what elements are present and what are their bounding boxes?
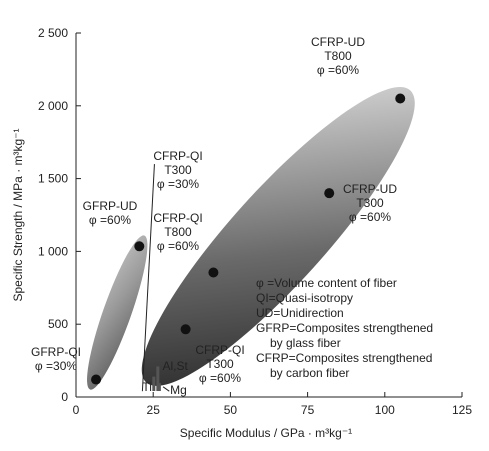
x-tick-label: 100 bbox=[375, 403, 395, 417]
y-ticks: 0 500 1 000 1 500 2 000 2 500 bbox=[38, 26, 81, 404]
y-tick-label: 500 bbox=[48, 317, 68, 331]
label-cfrp-qi-t800: CFRP-QI T800 φ =60% bbox=[153, 211, 202, 253]
label-cfrp-ud-t300: CFRP-UD T300 φ =60% bbox=[343, 182, 397, 224]
x-tick-label: 25 bbox=[147, 403, 161, 417]
cfrp-property-envelope bbox=[141, 87, 415, 386]
x-tick-label: 75 bbox=[301, 403, 315, 417]
mg-leader-line bbox=[162, 386, 170, 392]
data-point-gfrp-ud bbox=[134, 241, 145, 252]
legend-line: by carbon fiber bbox=[270, 366, 349, 380]
x-tick-label: 50 bbox=[224, 403, 238, 417]
data-point-gfrp-qi bbox=[91, 374, 102, 385]
legend-line: UD=Unidirection bbox=[256, 306, 344, 320]
metal-label-ti: Ti bbox=[142, 380, 152, 394]
legend-line: by glass fiber bbox=[270, 336, 341, 350]
legend-line: GFRP=Composites strengthened bbox=[256, 321, 433, 335]
data-point-cfrp-ud-t300 bbox=[324, 188, 335, 199]
data-point-cfrp-qi-t800 bbox=[208, 267, 219, 278]
label-gfrp-qi: GFRP-QI φ =30% bbox=[31, 345, 81, 373]
x-tick-label: 0 bbox=[73, 403, 80, 417]
point-annotations: GFRP-UD φ =60% GFRP-QI φ =30% CFRP-UD T800 φ =… bbox=[31, 35, 397, 385]
metal-marker-al-st bbox=[156, 366, 160, 391]
label-cfrp-qi-t300-30: CFRP-QI T300 φ =30% bbox=[153, 149, 202, 191]
x-tick-label: 125 bbox=[452, 403, 472, 417]
cfrp-qi-t300-30-boundary-line bbox=[141, 164, 155, 392]
metal-label-al-st: Al,St bbox=[162, 359, 188, 373]
legend-line: CFRP=Composites strengthened bbox=[256, 351, 432, 365]
metal-marker-mg bbox=[157, 383, 161, 391]
metal-markers: Ti Al,St Mg bbox=[142, 359, 188, 397]
y-tick-label: 2 000 bbox=[38, 99, 68, 113]
data-point-cfrp-ud-t800 bbox=[395, 93, 406, 104]
label-gfrp-ud: GFRP-UD φ =60% bbox=[83, 199, 138, 227]
gfrp-property-envelope bbox=[87, 235, 148, 390]
y-axis-label: Specific Strength / MPa · m³kg⁻¹ bbox=[11, 128, 25, 301]
data-point-cfrp-qi-t300 bbox=[180, 324, 191, 335]
legend: φ =Volume content of fiberQI=Quasi-isotr… bbox=[256, 276, 433, 380]
metal-label-mg: Mg bbox=[170, 383, 187, 397]
y-tick-label: 0 bbox=[61, 390, 68, 404]
legend-line: φ =Volume content of fiber bbox=[256, 276, 397, 290]
metal-marker-ti bbox=[152, 376, 156, 391]
label-cfrp-qi-t300: CFRP-QI T300 φ =60% bbox=[195, 343, 244, 385]
data-points bbox=[91, 93, 406, 385]
y-tick-label: 2 500 bbox=[38, 26, 68, 40]
legend-line: QI=Quasi-isotropy bbox=[256, 291, 353, 305]
y-tick-label: 1 500 bbox=[38, 172, 68, 186]
x-ticks: 0 25 50 75 100 125 bbox=[73, 392, 472, 417]
x-axis-label: Specific Modulus / GPa · m³kg⁻¹ bbox=[180, 426, 352, 440]
label-cfrp-ud-t800: CFRP-UD T800 φ =60% bbox=[311, 35, 365, 77]
y-tick-label: 1 000 bbox=[38, 244, 68, 258]
